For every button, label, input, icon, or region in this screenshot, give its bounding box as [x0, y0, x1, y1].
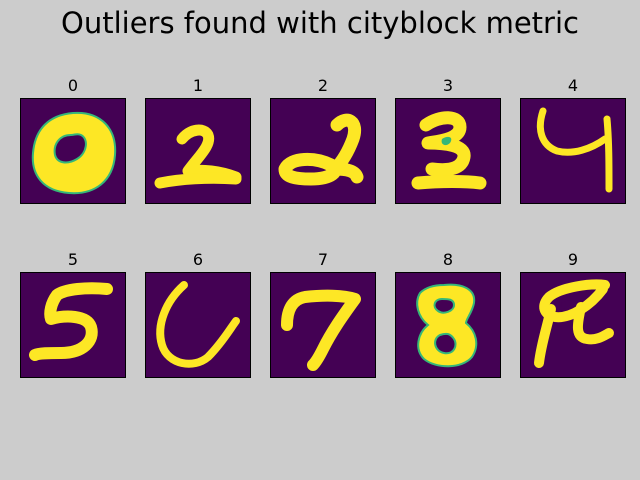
digit-image [145, 98, 251, 204]
panel-title: 3 [442, 76, 454, 95]
digit-8-image [416, 283, 478, 368]
digit-image [20, 272, 126, 378]
panel-digit-7: 7 [270, 252, 376, 378]
panel-title: 8 [442, 250, 454, 269]
panel-title: 1 [192, 76, 204, 95]
panel-title: 7 [317, 250, 329, 269]
panel-title: 6 [192, 250, 204, 269]
panel-digit-5: 5 [20, 252, 126, 378]
figure-title: Outliers found with cityblock metric [61, 6, 579, 40]
panel-digit-9: 9 [520, 252, 626, 378]
digit-4-image [536, 107, 613, 193]
panel-title: 4 [567, 76, 579, 95]
digit-3-image [411, 111, 487, 190]
digit-image [395, 272, 501, 378]
panel-digit-3: 3 [395, 78, 501, 204]
digit-image [395, 98, 501, 204]
panel-title: 2 [317, 76, 329, 95]
digit-image [520, 98, 626, 204]
digit-2-image [278, 113, 364, 186]
digit-7-image [281, 289, 361, 371]
digit-image [270, 272, 376, 378]
digit-0-image [31, 111, 117, 195]
panel-digit-6: 6 [145, 252, 251, 378]
digit-1-image [154, 124, 242, 189]
panel-digit-4: 4 [520, 78, 626, 204]
panel-digit-1: 1 [145, 78, 251, 204]
panel-digit-8: 8 [395, 252, 501, 378]
digit-image [145, 272, 251, 378]
digit-5-image [29, 282, 113, 361]
digit-image [520, 272, 626, 378]
digit-image [20, 98, 126, 204]
digit-image [270, 98, 376, 204]
digit-6-image [156, 281, 240, 368]
digit-9-image [534, 279, 614, 368]
panel-digit-0: 0 [20, 78, 126, 204]
panel-title: 0 [67, 76, 79, 95]
panel-digit-2: 2 [270, 78, 376, 204]
panel-title: 5 [67, 250, 79, 269]
panel-title: 9 [567, 250, 579, 269]
